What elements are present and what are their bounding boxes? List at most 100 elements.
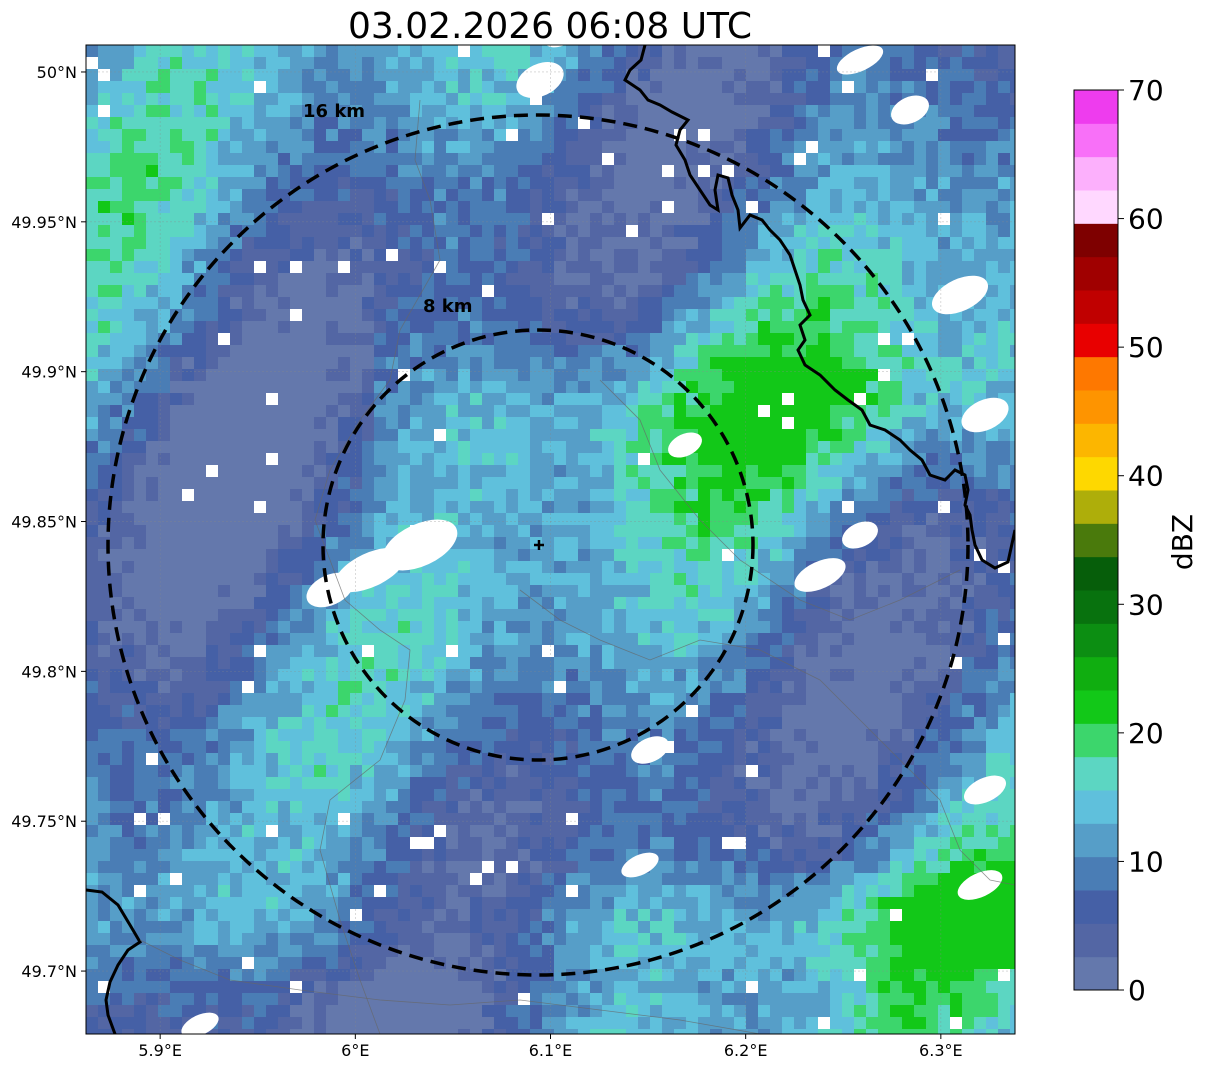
radar-pixel	[866, 141, 879, 154]
radar-pixel	[902, 81, 915, 94]
radar-pixel	[122, 681, 135, 694]
radar-pixel	[446, 549, 459, 562]
radar-pixel	[974, 129, 987, 142]
radar-pixel	[974, 525, 987, 538]
map-title: 03.02.2026 06:08 UTC	[348, 6, 752, 47]
radar-pixel	[314, 129, 327, 142]
radar-pixel	[446, 717, 459, 730]
radar-pixel	[554, 177, 567, 190]
radar-pixel	[182, 585, 195, 598]
radar-pixel	[290, 141, 303, 154]
radar-pixel	[506, 573, 519, 586]
radar-pixel	[206, 549, 219, 562]
radar-pixel	[974, 477, 987, 490]
radar-pixel	[890, 225, 903, 238]
radar-pixel	[734, 621, 747, 634]
radar-pixel	[914, 765, 927, 778]
radar-pixel	[194, 225, 207, 238]
radar-pixel	[698, 465, 711, 478]
radar-pixel	[446, 645, 459, 658]
radar-pixel	[1010, 249, 1015, 262]
radar-pixel	[422, 585, 435, 598]
radar-pixel	[410, 705, 423, 718]
radar-pixel	[170, 297, 183, 310]
radar-pixel	[650, 141, 663, 154]
radar-pixel	[110, 177, 123, 190]
radar-pixel	[962, 153, 975, 166]
radar-pixel	[878, 237, 891, 250]
radar-pixel	[998, 609, 1011, 622]
radar-pixel	[242, 69, 255, 82]
radar-pixel	[86, 561, 99, 574]
radar-pixel	[806, 345, 819, 358]
radar-pixel	[998, 657, 1011, 670]
radar-pixel	[698, 405, 711, 418]
radar-pixel	[170, 645, 183, 658]
radar-pixel	[650, 381, 663, 394]
radar-pixel	[122, 237, 135, 250]
radar-pixel	[794, 309, 807, 322]
radar-pixel	[938, 177, 951, 190]
radar-pixel	[758, 669, 771, 682]
radar-pixel	[470, 633, 483, 646]
radar-pixel	[758, 537, 771, 550]
radar-pixel	[146, 141, 159, 154]
radar-pixel	[830, 753, 843, 766]
radar-pixel	[254, 609, 267, 622]
radar-pixel	[542, 693, 555, 706]
radar-pixel	[818, 717, 831, 730]
radar-pixel	[434, 189, 447, 202]
radar-pixel	[878, 105, 891, 118]
radar-pixel	[818, 201, 831, 214]
radar-pixel	[626, 465, 639, 478]
radar-pixel	[506, 717, 519, 730]
radar-pixel	[578, 801, 591, 814]
radar-pixel	[578, 609, 591, 622]
radar-pixel	[86, 429, 99, 442]
radar-pixel	[242, 597, 255, 610]
radar-pixel	[986, 45, 999, 58]
radar-pixel	[890, 57, 903, 70]
radar-pixel	[950, 729, 963, 742]
radar-pixel	[782, 69, 795, 82]
radar-pixel	[422, 765, 435, 778]
radar-pixel	[794, 537, 807, 550]
radar-pixel	[650, 105, 663, 118]
radar-pixel	[362, 249, 375, 262]
radar-pixel	[842, 129, 855, 142]
radar-pixel	[398, 381, 411, 394]
radar-pixel	[206, 513, 219, 526]
radar-pixel	[806, 405, 819, 418]
radar-pixel	[398, 429, 411, 442]
radar-pixel	[830, 93, 843, 106]
radar-pixel	[290, 405, 303, 418]
radar-pixel	[590, 249, 603, 262]
radar-pixel	[218, 789, 231, 802]
radar-pixel	[650, 621, 663, 634]
radar-pixel	[170, 453, 183, 466]
radar-pixel	[134, 345, 147, 358]
radar-pixel	[686, 465, 699, 478]
radar-pixel	[890, 729, 903, 742]
radar-pixel	[314, 57, 327, 70]
radar-pixel	[182, 429, 195, 442]
radar-pixel	[986, 681, 999, 694]
radar-pixel	[218, 141, 231, 154]
radar-pixel	[710, 57, 723, 70]
radar-pixel	[770, 729, 783, 742]
radar-pixel	[122, 741, 135, 754]
radar-pixel	[974, 357, 987, 370]
radar-pixel	[650, 693, 663, 706]
radar-pixel	[302, 465, 315, 478]
radar-pixel	[362, 693, 375, 706]
radar-pixel	[830, 261, 843, 274]
radar-pixel	[410, 645, 423, 658]
radar-pixel	[770, 441, 783, 454]
radar-pixel	[326, 369, 339, 382]
radar-pixel	[626, 513, 639, 526]
radar-pixel	[530, 717, 543, 730]
radar-pixel	[134, 225, 147, 238]
radar-pixel	[614, 549, 627, 562]
radar-pixel	[158, 237, 171, 250]
radar-pixel	[86, 537, 99, 550]
